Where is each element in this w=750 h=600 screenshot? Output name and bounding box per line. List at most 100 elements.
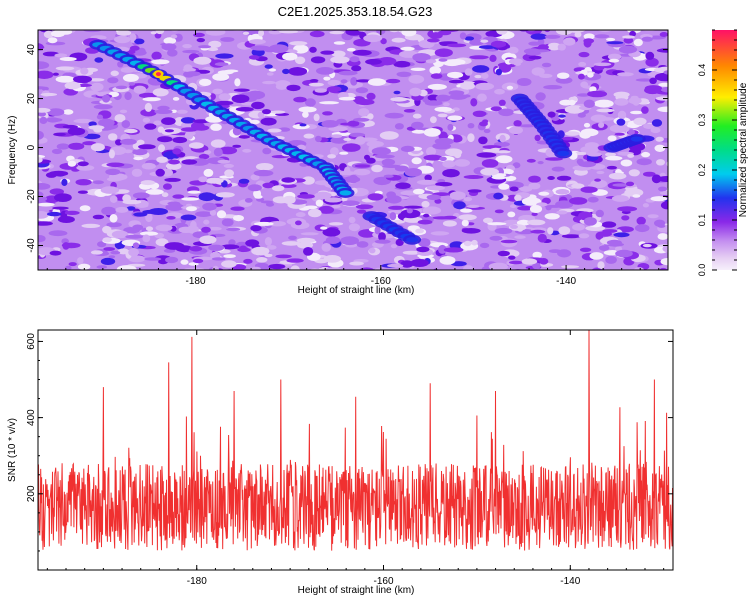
noise-blob <box>268 68 277 72</box>
noise-blob <box>77 161 89 167</box>
noise-blob <box>90 82 104 92</box>
noise-blob <box>426 185 445 191</box>
noise-blob <box>630 110 643 115</box>
noise-blob <box>349 132 366 138</box>
noise-blob <box>161 117 176 125</box>
noise-blob <box>322 111 333 116</box>
noise-blob <box>424 174 433 181</box>
noise-blob <box>472 110 487 118</box>
noise-blob <box>583 122 591 128</box>
noise-blob <box>366 92 376 100</box>
noise-blob <box>643 171 656 177</box>
noise-blob <box>77 190 88 194</box>
noise-blob <box>621 215 630 221</box>
noise-blob <box>534 134 541 142</box>
noise-blob <box>170 30 180 32</box>
noise-blob <box>340 79 348 84</box>
noise-blob <box>587 152 602 157</box>
noise-blob <box>615 249 633 258</box>
noise-blob <box>302 111 309 118</box>
noise-blob <box>55 75 75 83</box>
noise-blob <box>186 206 197 212</box>
noise-blob <box>557 72 570 79</box>
noise-blob <box>438 58 448 62</box>
noise-blob <box>156 156 168 163</box>
noise-blob <box>304 98 316 107</box>
noise-blob <box>650 196 668 202</box>
noise-blob <box>122 199 142 205</box>
spectrogram-frame <box>37 29 669 271</box>
noise-blob <box>527 219 546 226</box>
noise-blob <box>296 237 316 244</box>
noise-blob <box>498 99 506 107</box>
noise-blob <box>293 96 307 103</box>
noise-blob <box>519 124 537 128</box>
noise-blob <box>403 216 423 223</box>
noise-blob <box>295 220 302 226</box>
noise-blob <box>62 124 78 129</box>
noise-blob <box>121 120 131 129</box>
noise-blob <box>115 206 129 213</box>
noise-blob <box>58 30 73 35</box>
noise-blob <box>171 109 177 114</box>
noise-blob <box>232 144 242 148</box>
x-tick-label: -180 <box>187 576 207 587</box>
noise-blob <box>326 86 342 93</box>
noise-blob <box>300 232 319 236</box>
noise-blob <box>172 148 182 155</box>
noise-blob <box>250 225 262 232</box>
noise-blob <box>100 186 120 194</box>
noise-blob <box>43 30 54 39</box>
noise-blob <box>142 234 151 243</box>
noise-blob <box>446 43 467 48</box>
noise-blob <box>355 79 372 83</box>
noise-blob <box>174 273 186 277</box>
noise-blob <box>226 24 238 29</box>
noise-blob <box>218 93 231 101</box>
noise-blob <box>642 203 650 208</box>
noise-blob <box>34 26 42 30</box>
noise-blob <box>269 44 289 53</box>
snr-panel: -180 -160 -140 200 400 600 SNR (10 * v/v) Hei… <box>7 329 674 596</box>
noise-blob <box>181 197 200 201</box>
noise-blob <box>205 30 226 36</box>
noise-blob <box>470 98 478 107</box>
noise-blob <box>528 55 542 60</box>
noise-blob <box>587 90 608 98</box>
noise-blob <box>460 82 475 90</box>
noise-blob <box>142 117 151 123</box>
noise-blob <box>260 200 274 204</box>
noise-blob <box>516 219 531 226</box>
noise-blob <box>52 72 59 76</box>
noise-blob <box>518 30 529 32</box>
noise-blob <box>404 168 422 177</box>
noise-blob <box>189 245 203 252</box>
noise-blob <box>108 173 128 181</box>
noise-blob <box>79 205 91 212</box>
noise-blob <box>613 91 630 98</box>
noise-blob <box>551 166 565 172</box>
noise-blob <box>239 245 248 253</box>
noise-blob <box>569 197 588 205</box>
noise-blob <box>151 51 162 60</box>
noise-blob <box>355 204 374 210</box>
noise-blob <box>390 97 408 102</box>
noise-blob <box>47 108 65 116</box>
noise-blob <box>267 128 282 133</box>
noise-blob <box>215 100 234 106</box>
noise-blob <box>400 260 414 268</box>
noise-blob <box>132 192 150 199</box>
noise-blob <box>403 205 423 209</box>
x-tick-label: -160 <box>374 576 394 587</box>
noise-blob <box>474 74 482 79</box>
noise-blob <box>587 72 594 78</box>
noise-blob <box>430 73 443 79</box>
noise-blob <box>253 169 274 177</box>
noise-blob <box>138 92 158 99</box>
noise-blob <box>662 245 668 253</box>
noise-blob <box>324 267 343 270</box>
noise-blob <box>328 126 348 132</box>
noise-blob <box>29 23 46 28</box>
noise-blob <box>220 244 240 250</box>
noise-blob <box>545 157 563 161</box>
